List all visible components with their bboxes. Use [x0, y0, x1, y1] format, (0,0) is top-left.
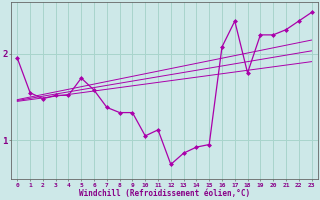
X-axis label: Windchill (Refroidissement éolien,°C): Windchill (Refroidissement éolien,°C): [79, 189, 250, 198]
